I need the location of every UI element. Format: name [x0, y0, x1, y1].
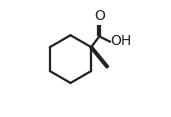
- Text: OH: OH: [111, 34, 132, 48]
- Text: O: O: [94, 9, 105, 23]
